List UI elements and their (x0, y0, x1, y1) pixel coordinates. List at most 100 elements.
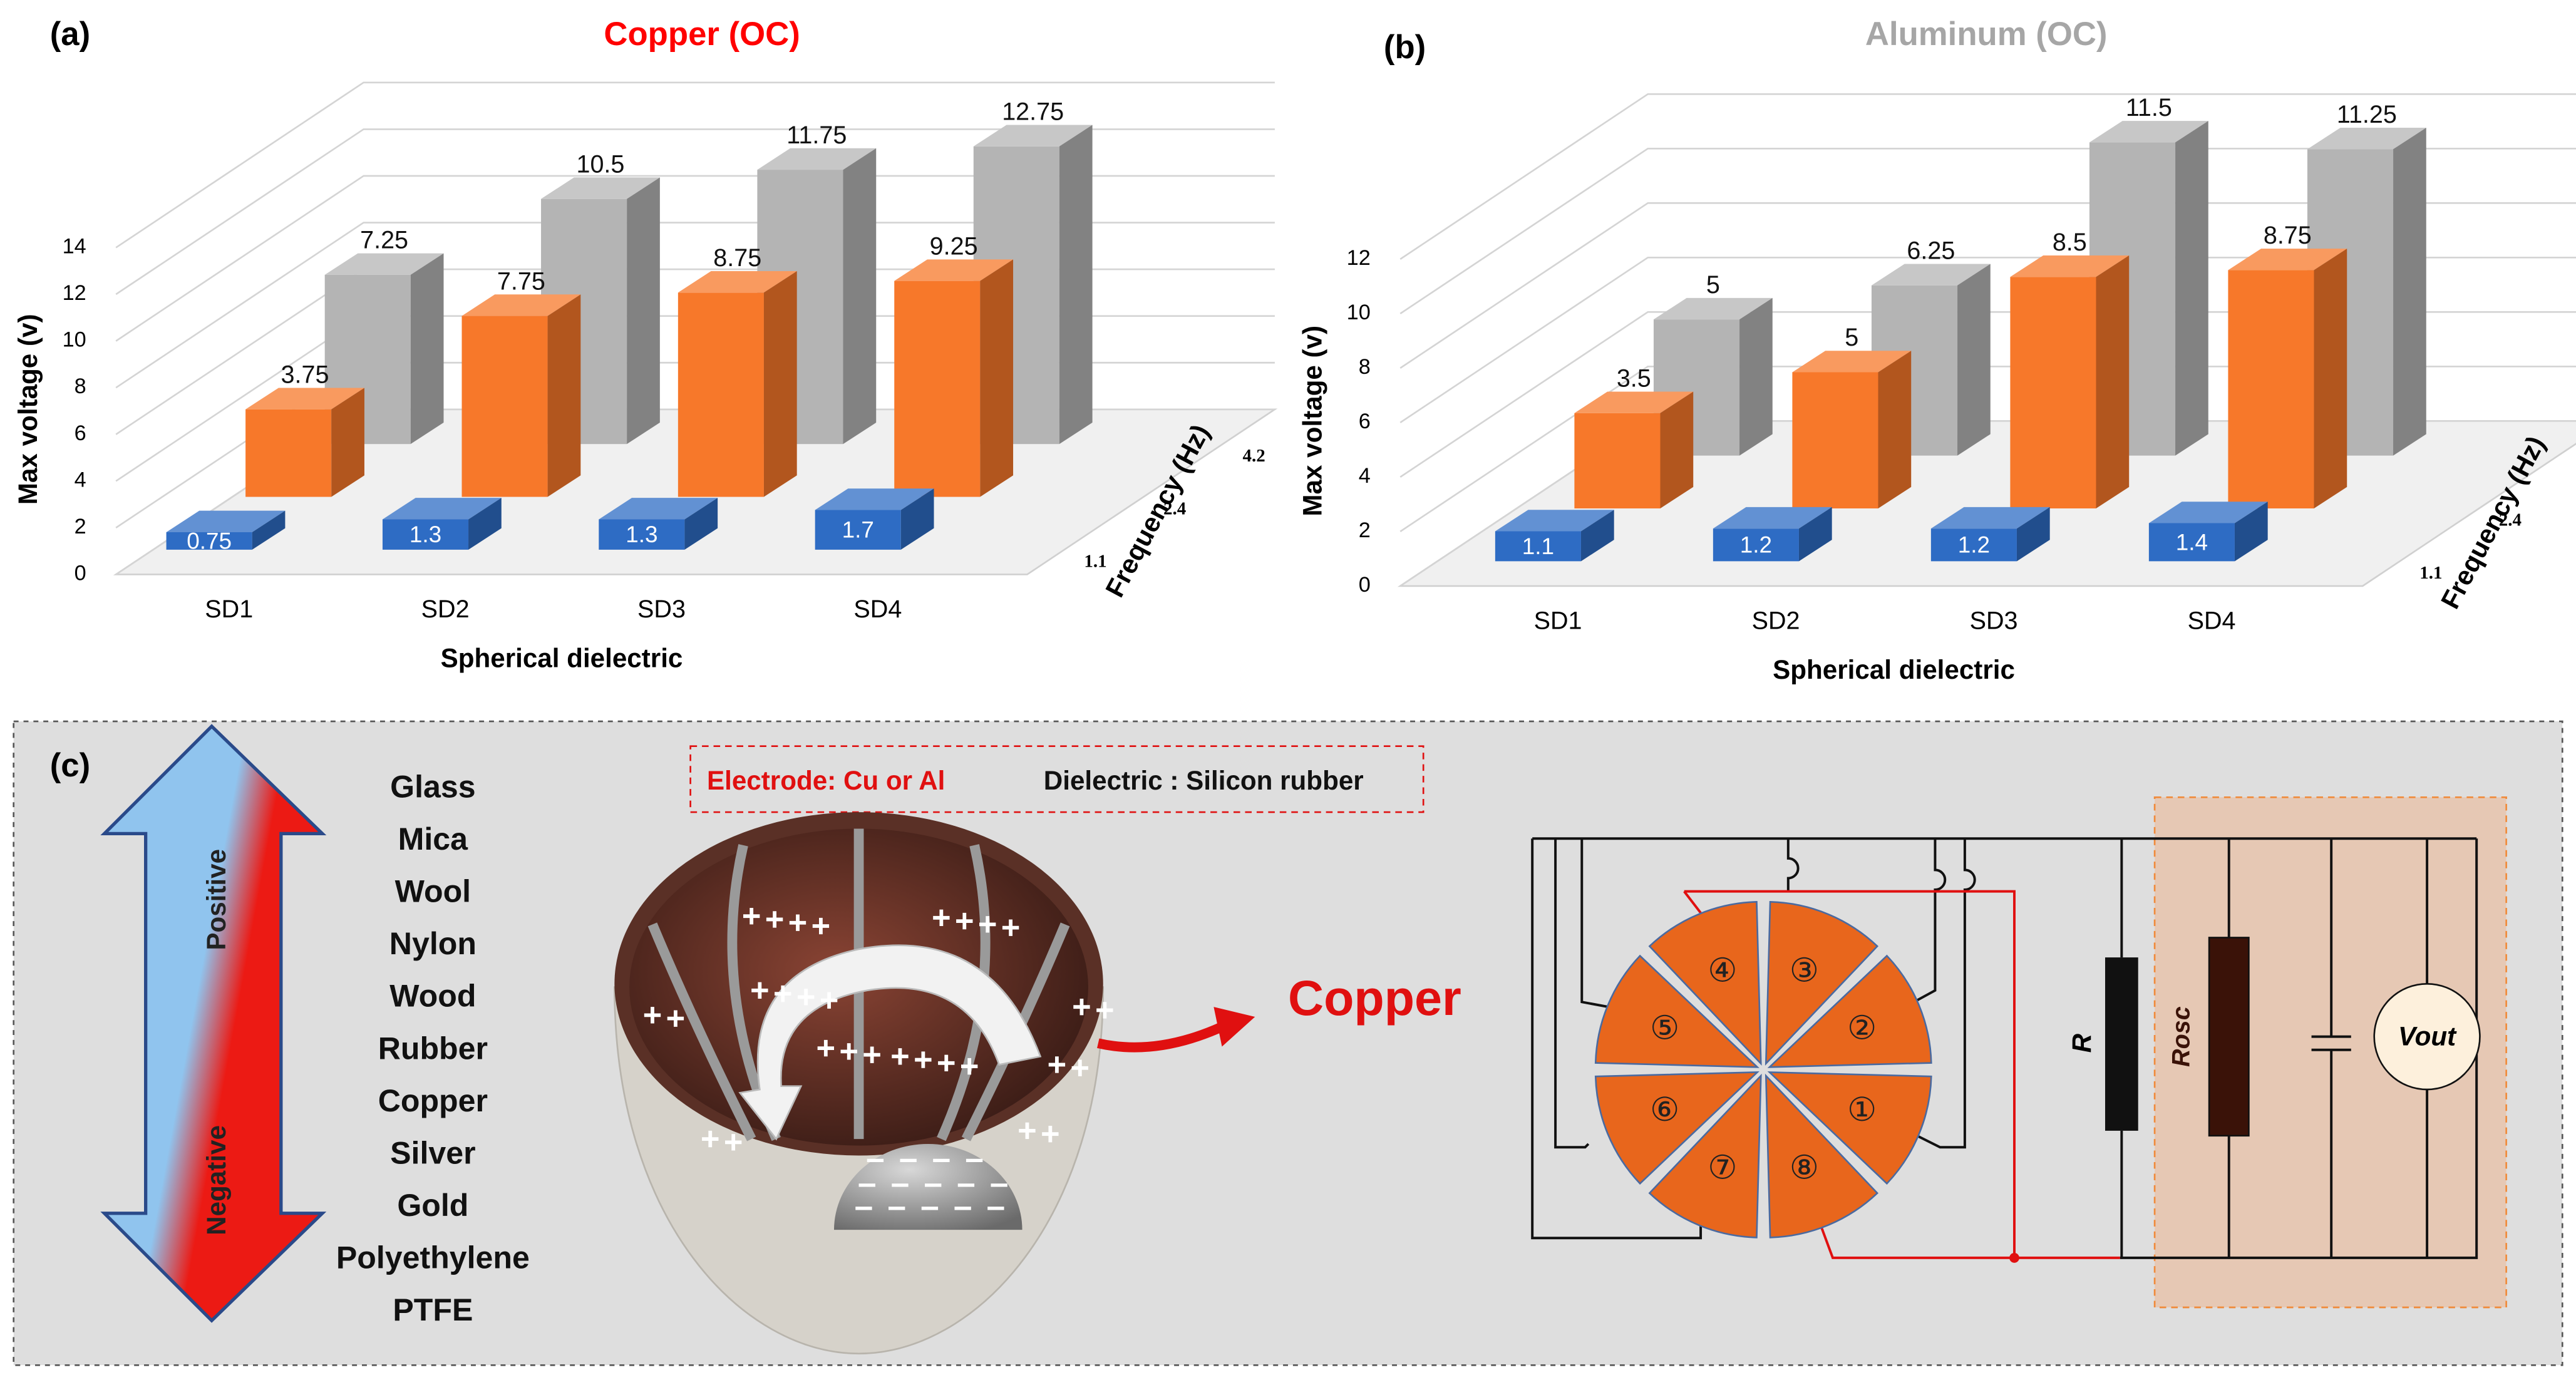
positive-label: Positive (202, 849, 231, 950)
y-tick-label: 4 (1359, 464, 1371, 488)
value-label: 1.3 (626, 522, 657, 547)
y-axis-label: Max voltage (v) (13, 314, 43, 505)
y-tick-label: 6 (1359, 409, 1371, 433)
copper-arrow-head (1213, 1007, 1255, 1047)
wires (1531, 837, 2478, 1259)
bar-side (547, 294, 581, 497)
bar-top (382, 498, 502, 520)
value-label: 8.75 (2264, 222, 2312, 249)
segment-label: ⑦ (1708, 1149, 1737, 1186)
y-tick-label: 6 (75, 421, 86, 445)
x-tick-label: SD3 (637, 595, 686, 623)
tribo-item: Gold (397, 1188, 468, 1223)
bar-front (382, 519, 469, 550)
bar (461, 294, 581, 497)
resistor (2105, 957, 2138, 1131)
voltmeter (2373, 982, 2481, 1091)
bar (677, 271, 797, 497)
bar-top (166, 510, 286, 532)
grid-line (1399, 202, 2576, 369)
bar-front (461, 316, 548, 497)
rotation-arrow (738, 944, 1042, 1141)
segment (1767, 1071, 1932, 1185)
x-tick-label: SD4 (2188, 607, 2236, 634)
bar (166, 510, 286, 550)
y-tick-label: 12 (63, 281, 86, 305)
grid-line (1399, 93, 2576, 260)
plus-group (1073, 999, 1113, 1019)
plus-group (1019, 1122, 1059, 1143)
dielectric-label: Dielectric : Silicon rubber (1044, 766, 1364, 795)
panel-label: (a) (50, 16, 90, 53)
y-axis-label: Max voltage (v) (1297, 326, 1327, 517)
bar-side (468, 498, 502, 550)
segment-label: ② (1847, 1010, 1877, 1047)
bar-side (2393, 127, 2426, 456)
bar-side (1957, 264, 1991, 456)
resistor-label: R (2067, 1033, 2096, 1053)
bar-side (2234, 502, 2268, 562)
bar-side (1878, 351, 1912, 508)
chart: 02468101256.2511.511.254.23.558.58.752.4… (1297, 16, 2576, 684)
bar-top (1653, 297, 1773, 320)
tribo-item: Polyethylene (336, 1240, 530, 1275)
chart-title: Copper (OC) (604, 16, 800, 53)
bar-front (1713, 528, 1799, 562)
grid-line (115, 128, 1275, 296)
bar-top (2148, 502, 2268, 523)
oscilloscope-label: Rosc (2167, 1006, 2195, 1067)
bar-front (599, 519, 685, 550)
y-tick-label: 10 (63, 328, 86, 352)
value-label: 6.25 (1907, 237, 1955, 264)
value-label: 1.2 (1740, 532, 1772, 558)
bar (2010, 255, 2130, 508)
tribo-item: Mica (398, 821, 468, 857)
bar (757, 148, 877, 445)
chart-title: Aluminum (OC) (1865, 16, 2108, 53)
x-axis-label: Spherical dielectric (441, 644, 683, 673)
value-label: 1.2 (1958, 532, 1990, 558)
y-tick-label: 14 (63, 235, 86, 259)
bar-top (1713, 507, 1832, 529)
bar-top (461, 294, 581, 316)
bar-front (1930, 528, 2017, 562)
value-label: 1.4 (2176, 529, 2208, 555)
bar (1713, 507, 1832, 562)
bar (894, 259, 1014, 497)
segment (1765, 900, 1879, 1066)
tribo-list: Glass Mica Wool Nylon Wood Rubber Copper Silver… (336, 769, 530, 1327)
y-tick-label: 2 (1359, 518, 1371, 542)
bar-top (1495, 510, 1614, 532)
bar (1792, 351, 1912, 508)
bar-top (2089, 121, 2208, 143)
y-tick-label: 0 (75, 562, 86, 585)
bar-side (2096, 255, 2130, 508)
bar-front (2228, 270, 2314, 508)
bar-front (677, 292, 764, 497)
depth-tick-label: 4.2 (1243, 446, 1265, 466)
bar-front (815, 510, 901, 550)
bar (1495, 510, 1614, 562)
copper-arrow (1097, 1022, 1224, 1053)
x-tick-label: SD1 (205, 595, 253, 623)
bar-front (1574, 413, 1661, 508)
plus-group (1048, 1056, 1088, 1076)
bar-top (757, 148, 877, 170)
bar-top (1792, 351, 1912, 373)
plus-group (817, 1039, 880, 1063)
value-label: 3.5 (1617, 364, 1651, 392)
tribo-item: Silver (390, 1135, 475, 1170)
bar-top (541, 177, 660, 199)
depth-tick-label: 1.1 (2419, 563, 2442, 583)
value-label: 11.25 (2337, 101, 2397, 128)
value-label: 3.75 (281, 361, 329, 388)
y-tick-label: 10 (1347, 301, 1371, 324)
bar (382, 498, 502, 550)
value-label: 10.5 (576, 150, 624, 178)
bar-top (245, 388, 364, 409)
value-label: 12.75 (1002, 98, 1064, 125)
segment-label: ③ (1790, 952, 1819, 989)
bar-top (677, 271, 797, 293)
bar-front (245, 409, 332, 497)
segment-label: ① (1847, 1091, 1877, 1128)
